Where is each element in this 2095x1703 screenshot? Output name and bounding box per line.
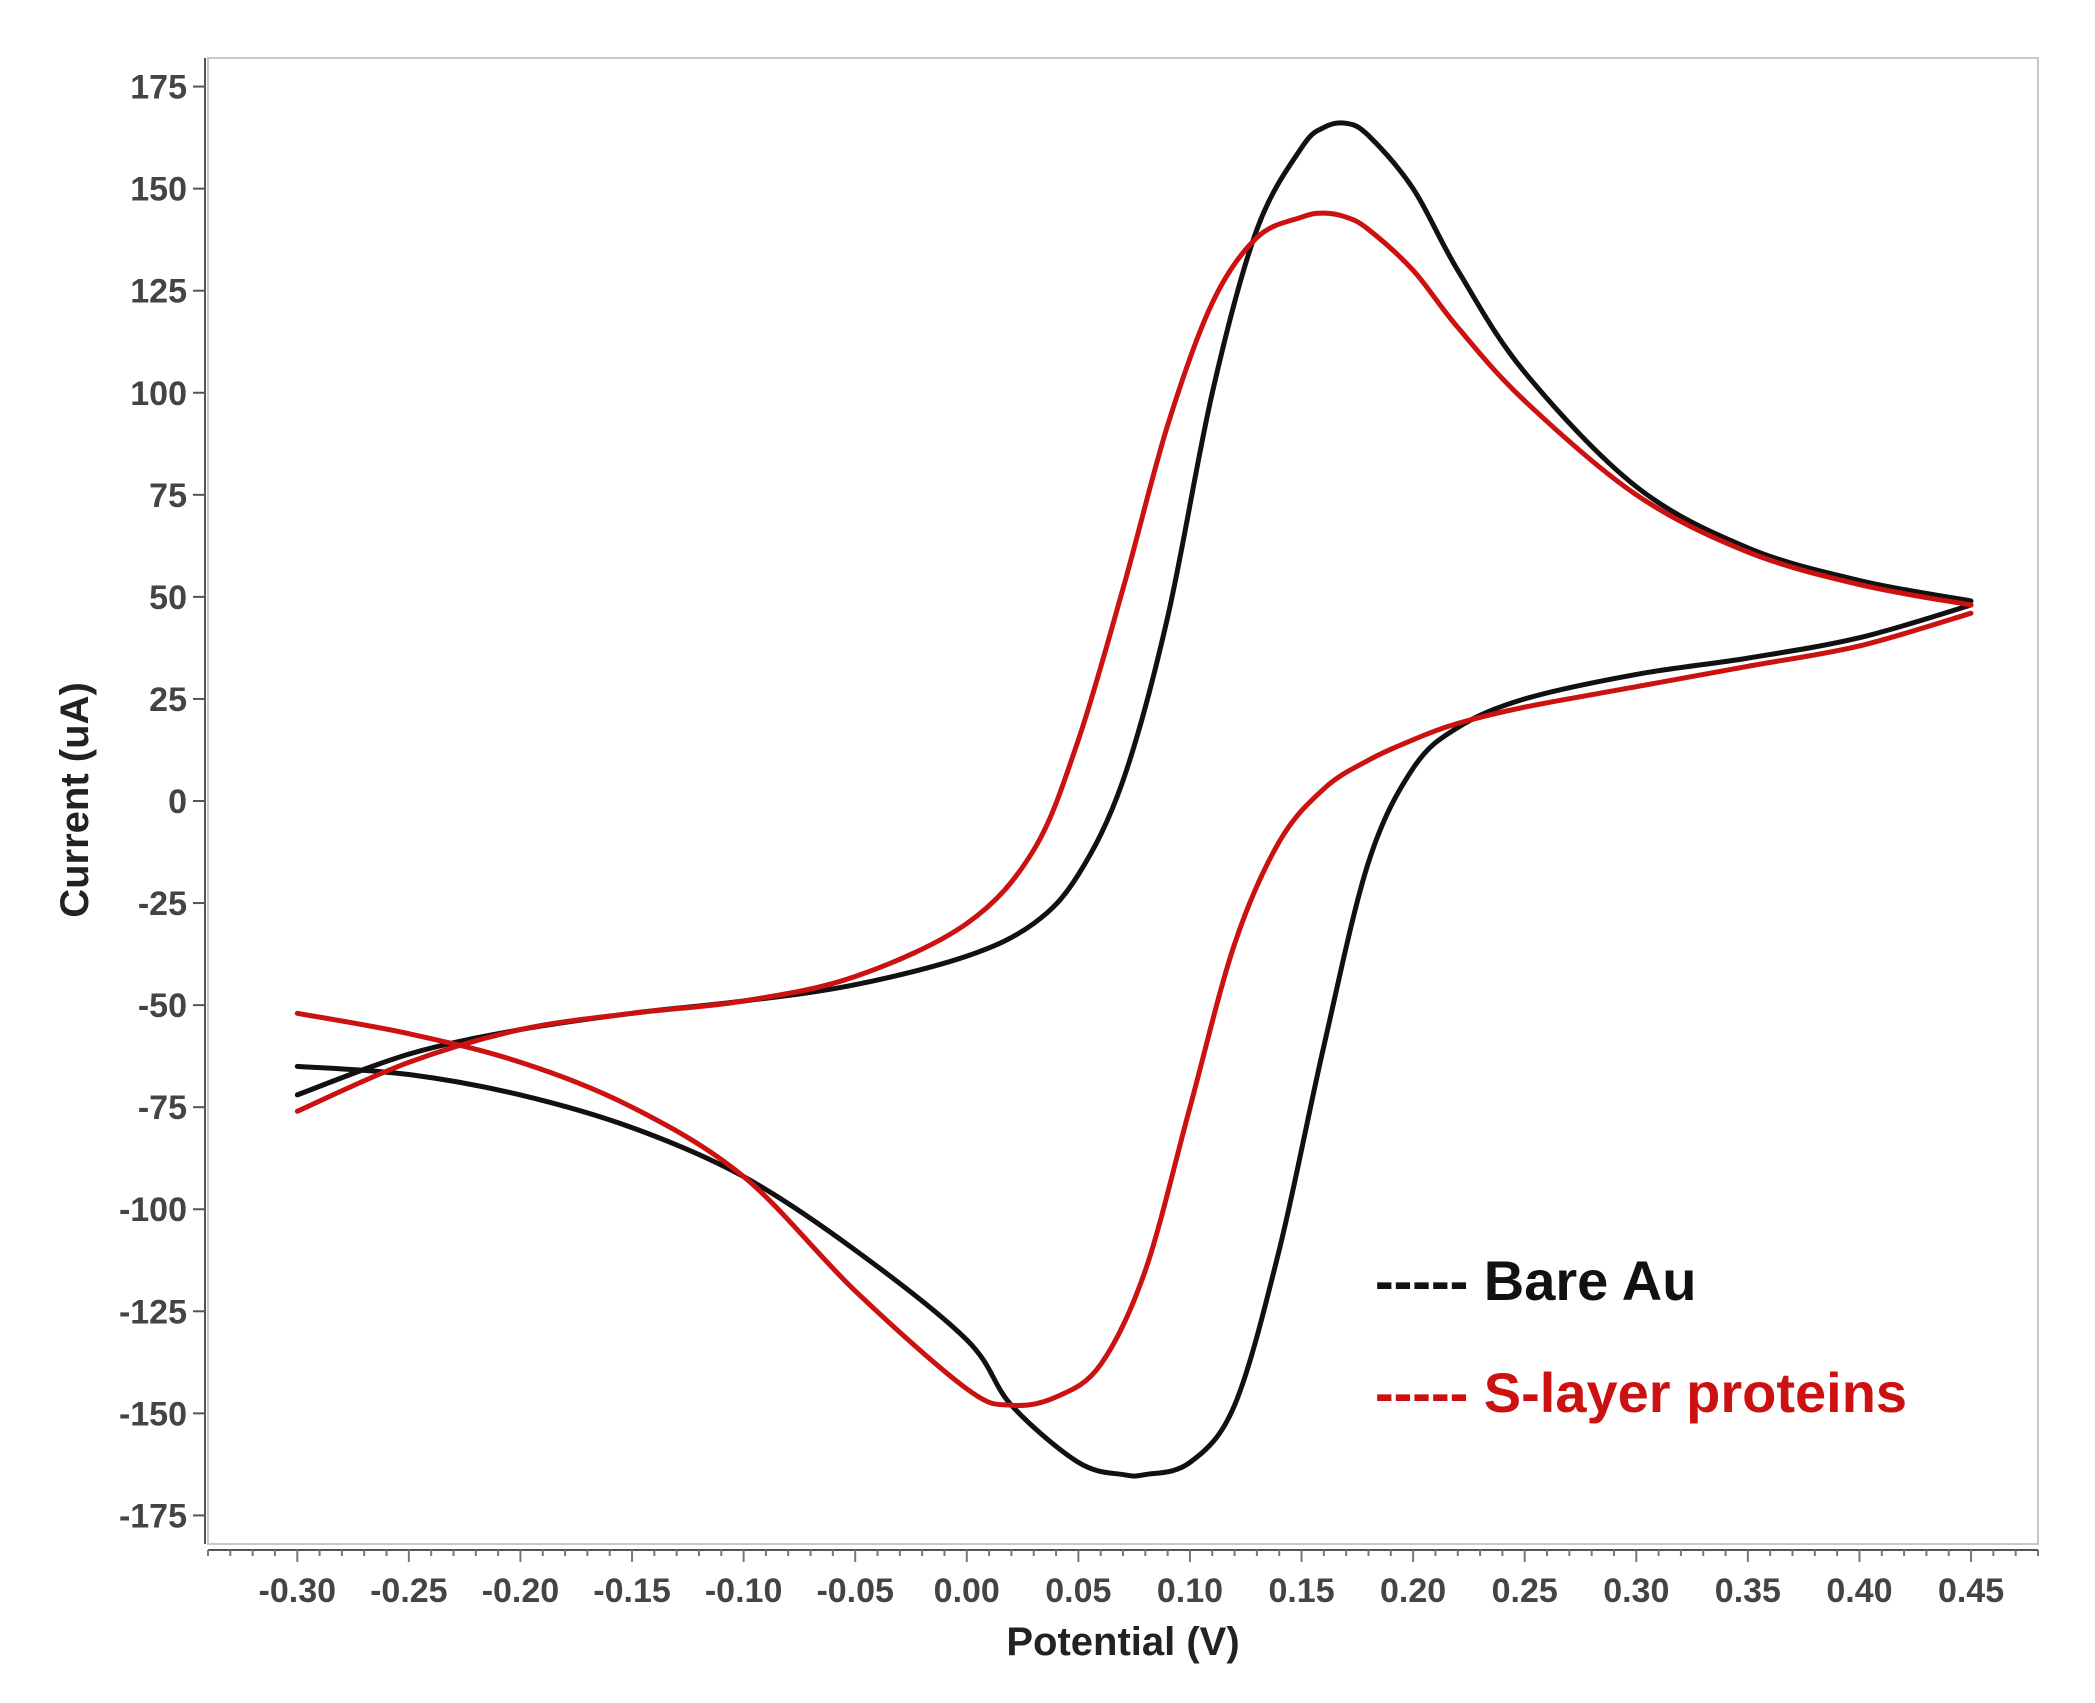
x-tick-label: -0.20 <box>482 1572 560 1610</box>
y-tick-label: -50 <box>138 987 187 1025</box>
series-line-s-layer-proteins-forward <box>294 210 1974 1114</box>
y-tick-label: 100 <box>130 375 187 413</box>
x-tick-label: 0.30 <box>1603 1572 1669 1610</box>
y-axis: 175 150 125 100 75 50 25 0 -25 -50 -75 -100 -125 -150… <box>119 58 206 1544</box>
y-tick-label: -150 <box>119 1395 187 1433</box>
x-tick-label: -0.10 <box>705 1572 783 1610</box>
x-tick-label: 0.35 <box>1715 1572 1781 1610</box>
x-tick-label: 0.40 <box>1826 1572 1892 1610</box>
legend-entry-s-layer-proteins: ----- S-layer proteins <box>1375 1361 1907 1424</box>
y-tick-label: 25 <box>149 681 187 719</box>
x-axis: -0.30 -0.25 -0.20 -0.15 -0.10 -0.05 0.00 0.05 0.… <box>207 1549 2039 1610</box>
y-tick-label: 125 <box>130 273 187 311</box>
plot-frame <box>207 57 2039 1545</box>
y-axis-label: Current (uA) <box>53 682 97 918</box>
x-tick-label: -0.05 <box>816 1572 894 1610</box>
x-tick-label: 0.15 <box>1268 1572 1334 1610</box>
x-tick-label: -0.25 <box>370 1572 448 1610</box>
legend-entry-bare-au: ----- Bare Au <box>1375 1249 1696 1312</box>
y-tick-label: 150 <box>130 171 187 209</box>
y-tick-label: 50 <box>149 579 187 617</box>
x-tick-label: 0.20 <box>1380 1572 1446 1610</box>
y-tick-label: -125 <box>119 1293 187 1331</box>
x-tick-label: 0.05 <box>1045 1572 1111 1610</box>
y-tick-label: 75 <box>149 477 187 515</box>
series-line-bare-au-forward <box>294 120 1974 1098</box>
x-tick-label: -0.30 <box>259 1572 337 1610</box>
x-tick-label: 0.25 <box>1492 1572 1558 1610</box>
x-axis-label: Potential (V) <box>1006 1620 1239 1664</box>
y-tick-label: 175 <box>130 69 187 107</box>
series-layer <box>294 120 1974 1479</box>
y-tick-label: -75 <box>138 1089 187 1127</box>
legend: ----- Bare Au ----- S-layer proteins <box>1375 1249 1907 1424</box>
y-tick-label: -175 <box>119 1497 187 1535</box>
x-tick-label: 0.00 <box>934 1572 1000 1610</box>
x-tick-label: 0.45 <box>1938 1572 2004 1610</box>
y-tick-label: -25 <box>138 885 187 923</box>
x-tick-label: -0.15 <box>593 1572 671 1610</box>
series-line-bare-au-reverse <box>294 602 1974 1479</box>
y-tick-label: -100 <box>119 1191 187 1229</box>
series-line-s-layer-proteins-reverse <box>294 610 1974 1409</box>
y-tick-label: 0 <box>168 783 187 821</box>
x-tick-label: 0.10 <box>1157 1572 1223 1610</box>
